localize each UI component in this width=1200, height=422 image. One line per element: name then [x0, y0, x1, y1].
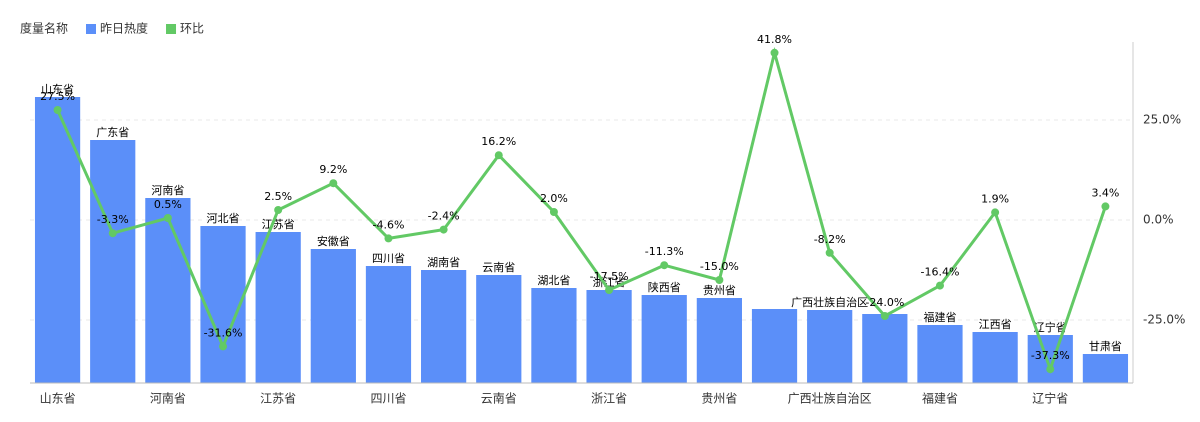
- bar: [641, 295, 687, 383]
- bar-label: 云南省: [482, 261, 515, 274]
- line-point: [715, 276, 724, 284]
- x-tick-label: 浙江省: [591, 392, 627, 406]
- line-label: 2.0%: [540, 192, 568, 205]
- bar: [972, 332, 1018, 383]
- line-point: [108, 229, 117, 238]
- line-label: 3.4%: [1091, 186, 1119, 199]
- bar: [145, 198, 191, 383]
- line-label: -16.4%: [921, 266, 960, 279]
- bar: [696, 298, 742, 383]
- x-tick-label: 云南省: [481, 391, 517, 406]
- x-tick-label: 贵州省: [701, 392, 737, 406]
- line-point: [825, 248, 834, 257]
- x-tick-label: 四川省: [370, 392, 406, 406]
- line-point: [935, 281, 944, 290]
- y2-tick-label: -25.0%: [1143, 313, 1185, 327]
- legend-label: 昨日热度: [100, 21, 148, 36]
- x-tick-label: 福建省: [922, 391, 958, 406]
- bar-label: 贵州省: [703, 284, 736, 297]
- bar: [1027, 335, 1073, 383]
- y2-tick-label: 0.0%: [1143, 213, 1174, 227]
- bar: [200, 226, 246, 383]
- bar: [34, 97, 81, 383]
- line-label: 27.5%: [40, 90, 75, 103]
- bar-label: 广西壮族自治区: [791, 295, 868, 309]
- bar-label: 河北省: [207, 212, 240, 225]
- legend-title: 度量名称: [20, 21, 68, 36]
- x-tick-label: 辽宁省: [1032, 391, 1068, 406]
- bar: [917, 325, 963, 383]
- bar-label: 四川省: [372, 252, 405, 265]
- bar: [586, 290, 632, 383]
- bar-label: 辽宁省: [1034, 320, 1067, 334]
- x-tick-label: 河南省: [150, 391, 186, 406]
- line-label: -8.2%: [814, 233, 846, 246]
- line-point: [770, 48, 779, 57]
- line-point: [660, 261, 669, 270]
- line: [56, 46, 1107, 374]
- line-point: [163, 214, 172, 222]
- line-label: -24.0%: [865, 296, 904, 309]
- line-label: 16.2%: [481, 135, 516, 148]
- line-point: [494, 151, 503, 160]
- line-label: 1.9%: [981, 192, 1009, 205]
- bar-label: 山东省: [41, 83, 74, 96]
- line-label: -17.5%: [590, 270, 629, 283]
- line-label: 9.2%: [319, 163, 347, 176]
- line-label: 0.5%: [154, 198, 182, 211]
- line-point: [1046, 365, 1055, 374]
- line-label: -11.3%: [645, 245, 684, 258]
- bar: [310, 249, 356, 383]
- bar: [255, 232, 301, 383]
- x-tick-label: 山东省: [40, 392, 76, 406]
- line-point: [329, 179, 338, 188]
- line-label: -37.3%: [1031, 349, 1070, 362]
- bar: [751, 309, 798, 383]
- bar-label: 福建省: [923, 310, 956, 324]
- line-label: -3.3%: [97, 213, 129, 226]
- line-point: [605, 286, 614, 294]
- bar: [531, 288, 577, 383]
- bar-label: 湖北省: [537, 274, 570, 287]
- line-point: [991, 208, 1000, 217]
- bar: [807, 310, 853, 383]
- line-point: [274, 206, 283, 214]
- bar-label: 甘肃省: [1089, 340, 1122, 353]
- x-tick-label: 广西壮族自治区: [788, 392, 872, 406]
- y2-tick-label: 25.0%: [1143, 113, 1181, 127]
- line-label: -31.6%: [204, 326, 243, 339]
- bar-label: 江西省: [979, 318, 1012, 331]
- line-label: -4.6%: [373, 218, 405, 231]
- bar: [476, 275, 522, 383]
- bar: [862, 314, 908, 383]
- line-point: [549, 208, 558, 216]
- line-point: [384, 234, 393, 243]
- bar: [421, 270, 467, 383]
- line-point: [439, 225, 448, 234]
- bar: [365, 266, 412, 383]
- x-tick-label: 江苏省: [260, 392, 296, 406]
- line-label: -2.4%: [428, 210, 460, 223]
- line-label: 2.5%: [264, 190, 292, 203]
- bar-label: 湖南省: [427, 256, 460, 269]
- legend-swatch: [86, 24, 96, 34]
- bar-label: 安徽省: [317, 234, 350, 248]
- line-point: [1101, 202, 1110, 211]
- line-point: [219, 342, 228, 351]
- bar: [1082, 354, 1129, 383]
- legend-label: 环比: [180, 22, 204, 36]
- bar-label: 江苏省: [262, 218, 295, 231]
- line-point: [53, 106, 62, 114]
- line-point: [880, 312, 889, 320]
- line-label: 41.8%: [757, 33, 792, 46]
- bar-label: 陕西省: [648, 280, 681, 294]
- line-label: -15.0%: [700, 260, 739, 273]
- bar-label: 广东省: [96, 126, 129, 139]
- bar: [90, 140, 136, 383]
- bar-label: 河南省: [151, 184, 184, 197]
- legend-swatch: [166, 24, 177, 34]
